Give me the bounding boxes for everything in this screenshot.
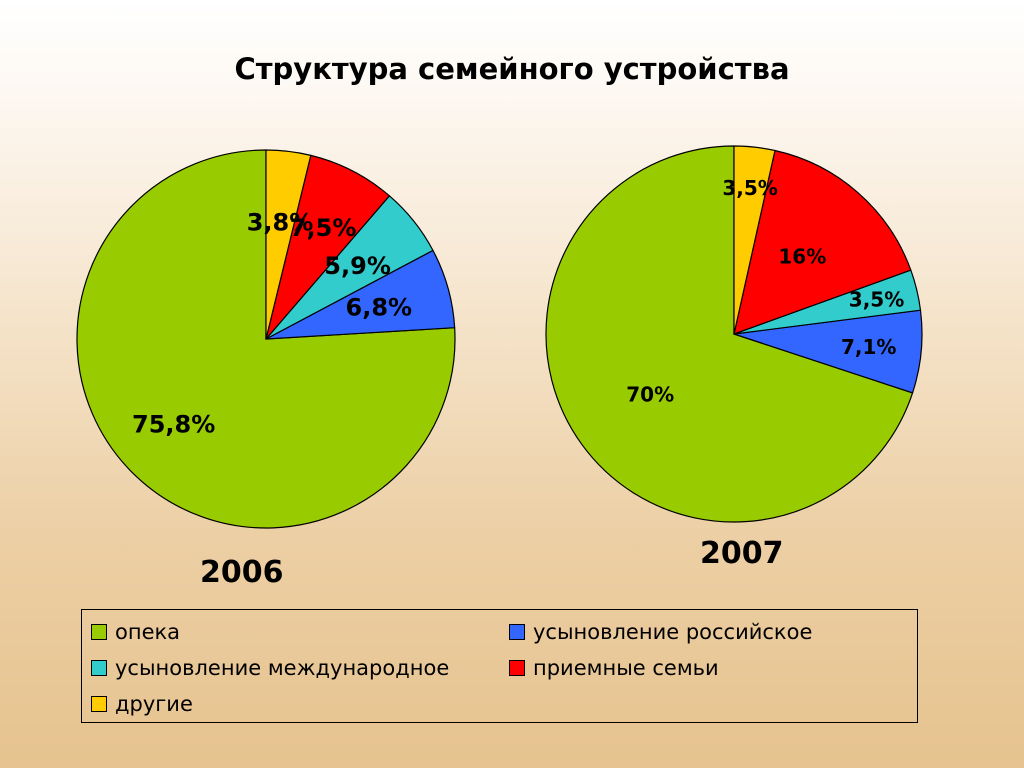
slice-label-opeka: 75,8% bbox=[132, 410, 215, 438]
slice-label-other: 3,5% bbox=[722, 176, 777, 200]
pie-slice-other bbox=[733, 145, 776, 335]
pie-slice-other bbox=[265, 149, 312, 340]
legend-label: приемные семьи bbox=[533, 656, 719, 680]
legend: опека усыновление российское усыновление… bbox=[81, 609, 918, 723]
pie-chart-2006: 75,8% 6,8% 5,9% 7,5%3,8% bbox=[76, 149, 456, 529]
legend-swatch bbox=[91, 696, 107, 712]
legend-item-opeka: опека bbox=[91, 620, 180, 644]
pie-slice-opeka bbox=[545, 145, 914, 523]
legend-item-adoption-international: усыновление международное bbox=[91, 656, 449, 680]
year-label-2006: 2006 bbox=[200, 555, 284, 590]
slice-label-foster-families: 7,5% bbox=[290, 214, 357, 242]
slice-label-adoption-russian: 7,1% bbox=[841, 335, 896, 359]
legend-swatch bbox=[91, 624, 107, 640]
page-title: Структура семейного устройства bbox=[234, 52, 790, 86]
legend-label: другие bbox=[115, 692, 193, 716]
legend-item-other: другие bbox=[91, 692, 193, 716]
slice-label-adoption-international: 5,9% bbox=[324, 252, 391, 280]
slice-label-other: 3,8% bbox=[247, 209, 314, 237]
slice-label-adoption-russian: 6,8% bbox=[346, 293, 413, 321]
legend-label: опека bbox=[115, 620, 181, 644]
pie-slice-foster-families bbox=[733, 149, 912, 335]
legend-swatch bbox=[91, 660, 107, 676]
pie-chart-2007: 70% 7,1% 3,5% 16% 3,5% bbox=[545, 145, 923, 523]
legend-label: усыновление российское bbox=[533, 620, 813, 644]
year-label-2007: 2007 bbox=[700, 536, 784, 571]
legend-label: усыновление международное bbox=[115, 656, 450, 680]
legend-item-adoption-russian: усыновление российское bbox=[509, 620, 812, 644]
slice-label-foster-families: 16% bbox=[778, 244, 826, 268]
legend-swatch bbox=[509, 624, 525, 640]
slice-label-opeka: 70% bbox=[626, 383, 674, 407]
legend-item-foster-families: приемные семьи bbox=[509, 656, 719, 680]
legend-swatch bbox=[509, 660, 525, 676]
slice-label-adoption-international: 3,5% bbox=[849, 288, 904, 312]
